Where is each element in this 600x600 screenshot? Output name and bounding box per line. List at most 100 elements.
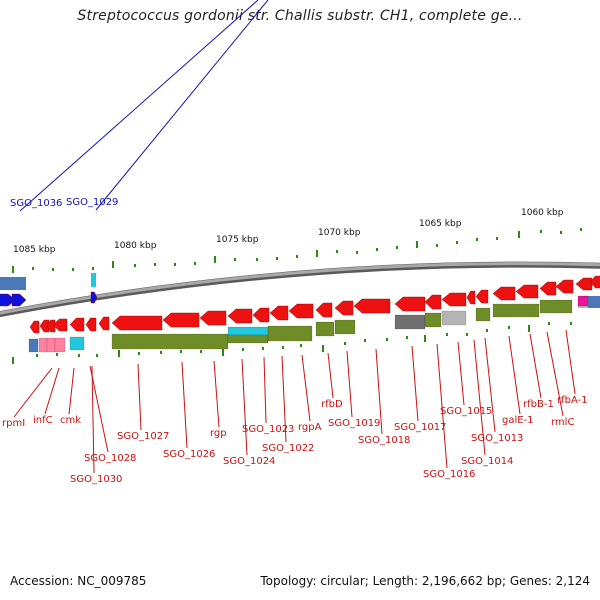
gene-label: rgp [210, 428, 227, 439]
tick-mark [180, 350, 182, 353]
tick-mark [406, 336, 408, 339]
gene-arrow [424, 294, 442, 310]
label-leader [241, 358, 248, 456]
cds-block [111, 333, 229, 350]
gene-label: rgpA [298, 422, 322, 433]
tick-mark [174, 263, 176, 266]
tick-mark [72, 268, 74, 271]
label-leader [346, 350, 353, 418]
label-leader [436, 343, 448, 469]
label-leader [213, 360, 220, 428]
label-leader [13, 367, 53, 418]
tick-mark [78, 354, 80, 357]
cds-block [46, 337, 56, 353]
gene-arrow [539, 281, 557, 296]
gene-arrow [441, 292, 467, 307]
gene-arrow [575, 277, 593, 291]
tick-mark [344, 342, 346, 345]
tick-mark [416, 241, 418, 248]
scale-label: 1085 kbp [13, 245, 56, 255]
cds-block [424, 312, 442, 328]
cds-block [267, 325, 313, 342]
gene-arrow [227, 308, 253, 324]
gene-label: SGO_1015 [440, 406, 492, 417]
label-leader [68, 367, 75, 415]
gene-arrow [85, 317, 97, 332]
cds-block [588, 296, 600, 308]
label-leader [95, 0, 269, 211]
gene-labels: SGO_1036 SGO_1029 rpmI infC cmk SGO_1028 SGO_1… [2, 197, 588, 485]
minor-ticks [12, 228, 582, 364]
tick-mark [256, 258, 258, 261]
label-leader [565, 329, 576, 395]
tick-mark [456, 241, 458, 244]
cds-block [69, 336, 85, 351]
gene-arrow [555, 279, 574, 294]
tick-mark [118, 350, 120, 357]
label-leader [457, 341, 465, 406]
tick-mark [424, 335, 426, 342]
gene-label: SGO_1014 [461, 456, 513, 467]
gene-label: SGO_1019 [328, 418, 380, 429]
tick-mark [276, 257, 278, 260]
tick-mark [396, 246, 398, 249]
gene-arrow [269, 305, 289, 321]
label-leader [301, 354, 311, 422]
gene-arrow [315, 302, 333, 318]
cds-block [0, 277, 26, 290]
gene-arrow [466, 290, 476, 305]
label-leader [91, 365, 95, 474]
gene-arrow [98, 316, 110, 331]
tick-mark [222, 349, 224, 356]
tick-mark [36, 354, 38, 357]
tick-mark [386, 338, 388, 341]
tick-mark [376, 248, 378, 251]
gene-arrow [199, 310, 227, 326]
gene-label: SGO_1036 [10, 198, 62, 209]
cds-block [227, 326, 269, 336]
gene-arrow [394, 296, 426, 312]
label-leader [281, 355, 287, 443]
tick-mark [496, 237, 498, 240]
cds-block [54, 337, 66, 353]
label-leader [484, 337, 496, 433]
gene-arrow [515, 284, 539, 299]
tick-mark [12, 266, 14, 273]
gene-label: SGO_1023 [242, 424, 294, 435]
gene-label: SGO_1030 [70, 474, 122, 485]
cds-block [38, 337, 48, 353]
tick-mark [364, 339, 366, 342]
tick-mark [262, 347, 264, 350]
gene-label: galE-1 [502, 415, 534, 426]
cds-block [539, 299, 573, 314]
gene-label: SGO_1017 [394, 422, 446, 433]
gene-label: cmk [60, 415, 81, 426]
cds-block [394, 314, 426, 330]
cds-block [334, 319, 356, 335]
tick-mark [336, 250, 338, 253]
map-title: Streptococcus gordonii str. Challis subs… [77, 8, 523, 24]
tick-mark [92, 267, 94, 270]
cds-block [577, 295, 589, 307]
tick-mark [32, 267, 34, 270]
label-leader [508, 335, 521, 415]
label-leader [473, 339, 486, 456]
tick-mark [96, 354, 98, 357]
tick-mark [508, 326, 510, 329]
scale-label: 1075 kbp [216, 235, 259, 245]
tick-mark [242, 348, 244, 351]
gene-label: rfbB-1 [523, 399, 554, 410]
tick-mark [154, 263, 156, 266]
tick-mark [138, 352, 140, 355]
tick-mark [282, 346, 284, 349]
tick-mark [548, 322, 550, 325]
gene-label: SGO_1016 [423, 469, 475, 480]
label-leader [411, 345, 419, 422]
tick-mark [486, 329, 488, 332]
tick-mark [160, 351, 162, 354]
gene-label: infC [33, 415, 53, 426]
tick-mark [56, 353, 58, 356]
gene-arrow [288, 303, 314, 319]
tick-mark [234, 258, 236, 261]
gene-arrow [353, 298, 391, 314]
